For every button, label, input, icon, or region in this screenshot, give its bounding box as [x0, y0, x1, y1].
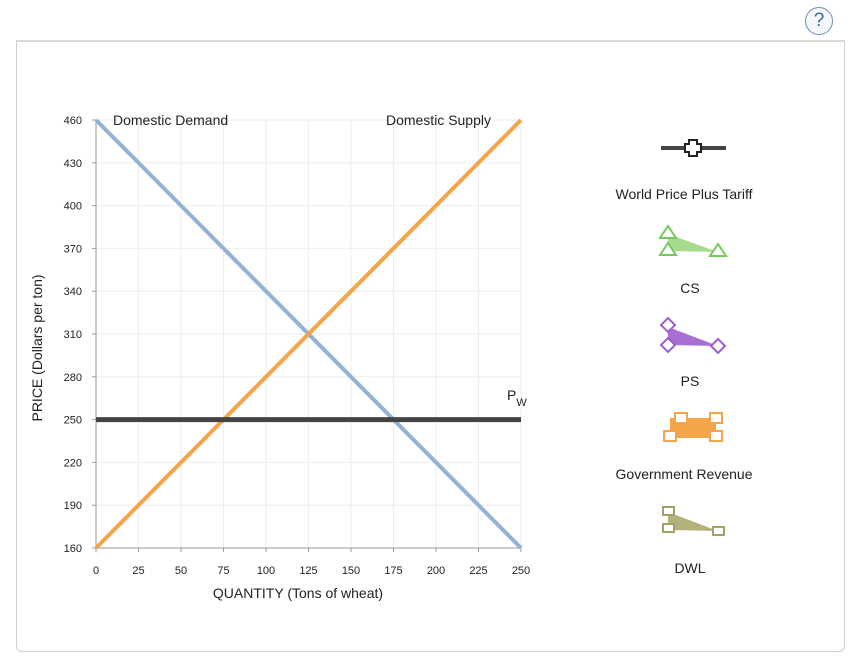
y-tick-label: 280	[64, 372, 82, 384]
x-tick-label: 250	[512, 565, 530, 577]
y-tick-label: 310	[64, 329, 82, 341]
x-tick-label: 175	[384, 565, 402, 577]
series-line-domestic-supply	[94, 118, 523, 550]
y-tick-label: 190	[64, 500, 82, 512]
graph-panel	[16, 40, 845, 652]
legend-label-dwl: DWL	[674, 560, 705, 576]
x-tick-label: 50	[175, 565, 187, 577]
axes	[92, 119, 522, 552]
legend-label-world-price-plus-tariff: World Price Plus Tariff	[616, 186, 753, 202]
y-tick-label: 160	[64, 543, 82, 555]
triangle-icon	[658, 224, 728, 257]
x-tick-label: 75	[217, 565, 229, 577]
legend-label-ps: PS	[681, 373, 700, 389]
y-tick-label: 430	[64, 158, 82, 170]
legend-label-cs: CS	[680, 280, 699, 296]
legend-item-world-price-plus-tariff[interactable]: World Price Plus Tariff	[616, 139, 753, 202]
y-tick-label: 370	[64, 243, 82, 255]
y-tick-label: 220	[64, 457, 82, 469]
y-tick-label: 400	[64, 201, 82, 213]
help-button[interactable]: ?	[805, 7, 833, 35]
y-axis-title: PRICE (Dollars per ton)	[29, 274, 45, 421]
x-tick-label: 200	[427, 565, 445, 577]
y-tick-label: 460	[64, 115, 82, 127]
x-tick-label: 225	[469, 565, 487, 577]
square-icon	[663, 412, 723, 442]
world-price-label-main: P	[507, 387, 516, 403]
legend-item-government-revenue[interactable]: Government Revenue	[616, 412, 753, 482]
legend: World Price Plus Tariff CS PS	[616, 139, 753, 576]
supply-curve-label: Domestic Supply	[386, 112, 491, 128]
y-tick-label: 250	[64, 415, 82, 427]
series-layer	[94, 118, 523, 550]
y-tick-label: 340	[64, 286, 82, 298]
plus-line-icon	[661, 139, 726, 157]
demand-curve-label: Domestic Demand	[113, 112, 228, 128]
diamond-icon	[659, 316, 727, 355]
question-icon: ?	[813, 10, 825, 31]
x-tick-label: 25	[132, 565, 144, 577]
x-tick-label: 125	[299, 565, 317, 577]
x-axis-title: QUANTITY (Tons of wheat)	[213, 585, 383, 601]
x-tick-label: 0	[93, 565, 99, 577]
world-price-label-sub: W	[516, 397, 527, 409]
legend-item-cs[interactable]: CS	[658, 224, 728, 296]
tick-labels: 0 25 50 75 100 125 150 175 200 225 250 160 190 220 250…	[64, 115, 531, 577]
legend-item-dwl[interactable]: DWL	[662, 506, 725, 576]
dwl-square-icon	[662, 506, 725, 536]
x-tick-label: 100	[257, 565, 275, 577]
x-tick-label: 150	[342, 565, 360, 577]
world-price-label: PW	[507, 387, 527, 409]
legend-label-government-revenue: Government Revenue	[616, 466, 753, 482]
legend-item-ps[interactable]: PS	[659, 316, 727, 389]
